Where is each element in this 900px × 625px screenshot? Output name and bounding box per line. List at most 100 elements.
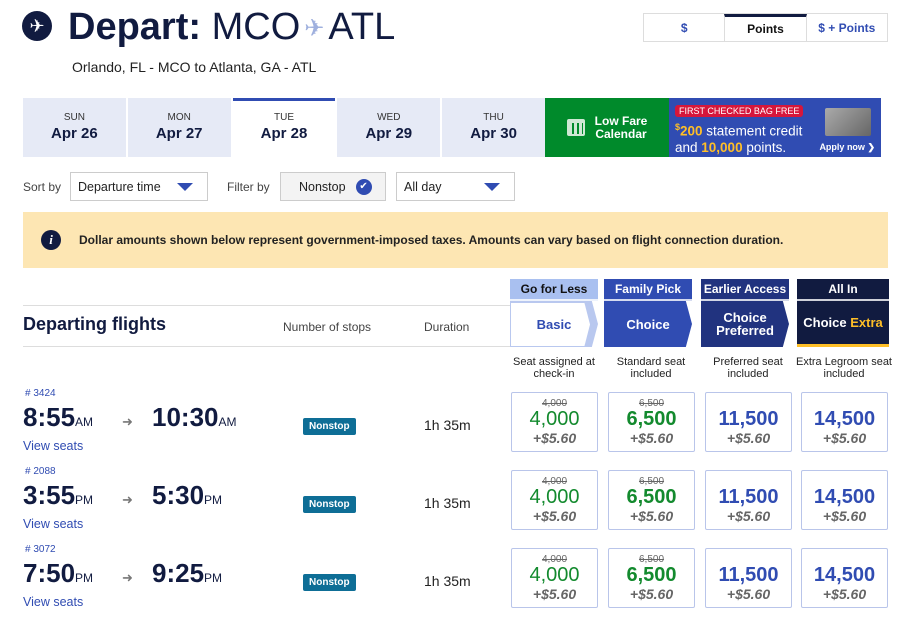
- arrival-time: 9:25PM: [152, 558, 222, 589]
- view-seats-link[interactable]: View seats: [23, 439, 84, 453]
- fare-price-button[interactable]: 14,500 +$5.60: [801, 548, 888, 608]
- points-price: 11,500: [718, 564, 779, 586]
- currency-points[interactable]: Points: [724, 14, 807, 41]
- sort-select[interactable]: Departure time: [70, 172, 208, 201]
- currency-toggle: $ Points $ + Points: [643, 13, 888, 42]
- fare-price-button[interactable]: 11,500 +$5.60: [705, 392, 792, 452]
- points-price: 11,500: [718, 486, 779, 508]
- credit-card-image: [825, 108, 871, 136]
- low-fare-calendar-button[interactable]: Low Fare Calendar: [545, 98, 669, 157]
- points-price: 4,000: [529, 486, 580, 508]
- fare-tagline: Go for Less: [510, 279, 598, 301]
- duration: 1h 35m: [424, 495, 471, 511]
- time-filter-select[interactable]: All day: [396, 172, 515, 201]
- fare-price-button[interactable]: 4,000 4,000 +$5.60: [511, 548, 598, 608]
- ad-text: statement credit: [702, 123, 803, 139]
- flight-number: # 2088: [25, 466, 56, 477]
- nonstop-filter[interactable]: Nonstop ✔: [280, 172, 386, 201]
- fare-header-choice-preferred: Earlier Access Choice Preferred: [701, 279, 789, 347]
- check-icon: ✔: [355, 178, 372, 195]
- ad-text: points.: [742, 139, 787, 155]
- low-fare-line2: Calendar: [595, 126, 647, 141]
- credit-card-ad[interactable]: FIRST CHECKED BAG FREE $200 statement cr…: [669, 98, 881, 157]
- info-icon: i: [41, 230, 61, 250]
- arr-time: 10:30: [152, 402, 219, 432]
- destination-code: ATL: [328, 6, 396, 48]
- fare-price-button[interactable]: 6,500 6,500 +$5.60: [608, 392, 695, 452]
- points-price: 14,500: [813, 486, 876, 508]
- points-price: 11,500: [718, 408, 779, 430]
- departure-time: 7:50PM: [23, 558, 93, 589]
- fare-price-button[interactable]: 11,500 +$5.60: [705, 548, 792, 608]
- apply-now-label: Apply now: [819, 142, 865, 152]
- tax-amount: +$5.60: [822, 508, 867, 524]
- fare-price-button[interactable]: 4,000 4,000 +$5.60: [511, 392, 598, 452]
- flight-number: # 3424: [25, 388, 56, 399]
- original-price: 4,000: [541, 476, 568, 487]
- date-day: THU: [483, 112, 504, 123]
- fare-price-button[interactable]: 14,500 +$5.60: [801, 392, 888, 452]
- date-label: Apr 26: [51, 125, 98, 142]
- fare-name: Choice Preferred: [701, 301, 789, 347]
- divider: [23, 346, 510, 347]
- ad-points: 10,000: [701, 139, 743, 155]
- currency-dollars-points[interactable]: $ + Points: [818, 20, 876, 35]
- fare-price-button[interactable]: 4,000 4,000 +$5.60: [511, 470, 598, 530]
- nonstop-label: Nonstop: [299, 179, 346, 194]
- apply-now-link[interactable]: Apply now ❯: [819, 142, 875, 153]
- date-day: TUE: [273, 112, 294, 123]
- view-seats-link[interactable]: View seats: [23, 595, 84, 609]
- arrival-time: 5:30PM: [152, 480, 222, 511]
- tax-amount: +$5.60: [629, 430, 674, 446]
- points-price: 4,000: [529, 564, 580, 586]
- fare-price-button[interactable]: 6,500 6,500 +$5.60: [608, 470, 695, 530]
- view-seats-link[interactable]: View seats: [23, 517, 84, 531]
- arr-ampm: AM: [218, 415, 237, 429]
- plane-arrow-icon: ✈: [304, 15, 325, 43]
- date-label: Apr 28: [260, 125, 308, 142]
- tax-amount: +$5.60: [532, 508, 577, 524]
- title-depart: Depart:: [68, 6, 202, 48]
- arrow-right-icon: ➜: [122, 414, 133, 429]
- tax-amount: +$5.60: [822, 586, 867, 602]
- fare-name: Choice: [803, 315, 847, 330]
- date-tab[interactable]: THU Apr 30: [442, 98, 545, 157]
- points-price: 6,500: [626, 564, 677, 586]
- date-label: Apr 30: [470, 125, 517, 142]
- date-tab[interactable]: SUN Apr 26: [23, 98, 126, 157]
- tax-amount: +$5.60: [822, 430, 867, 446]
- fare-name: Basic: [536, 316, 572, 332]
- date-day: SUN: [63, 112, 85, 123]
- points-price: 6,500: [626, 486, 677, 508]
- date-tab-selected[interactable]: TUE Apr 28: [232, 98, 336, 157]
- fare-price-button[interactable]: 14,500 +$5.60: [801, 470, 888, 530]
- ad-tag: FIRST CHECKED BAG FREE: [675, 105, 804, 117]
- original-price: 6,500: [638, 398, 665, 409]
- fare-price-button[interactable]: 6,500 6,500 +$5.60: [608, 548, 695, 608]
- divider: [23, 305, 510, 306]
- fare-name-extra: Extra: [850, 315, 883, 330]
- departure-time: 8:55AM: [23, 402, 93, 433]
- currency-dollars[interactable]: $: [680, 20, 688, 35]
- points-price: 14,500: [813, 408, 876, 430]
- dep-time: 8:55: [23, 402, 76, 432]
- date-tab[interactable]: WED Apr 29: [337, 98, 441, 157]
- tax-amount: +$5.60: [629, 586, 674, 602]
- departure-time: 3:55PM: [23, 480, 93, 511]
- dep-ampm: AM: [75, 415, 94, 429]
- date-day: MON: [167, 112, 191, 123]
- dep-time: 3:55: [23, 480, 76, 510]
- calendar-icon: [566, 119, 585, 136]
- date-selector: SUN Apr 26 MON Apr 27 TUE Apr 28 WED Apr 29 …: [23, 98, 545, 157]
- low-fare-line1: Low Fare: [594, 113, 648, 128]
- date-tab[interactable]: MON Apr 27: [127, 98, 231, 157]
- original-price: 4,000: [541, 554, 568, 565]
- sort-value: Departure time: [78, 179, 161, 194]
- nonstop-badge: Nonstop: [303, 496, 356, 513]
- date-label: Apr 29: [365, 125, 413, 142]
- flight-number: # 3072: [25, 544, 56, 555]
- fare-price-button[interactable]: 11,500 +$5.60: [705, 470, 792, 530]
- ad-text: and: [675, 139, 702, 155]
- tax-amount: +$5.60: [726, 508, 771, 524]
- fare-name: Choice: [604, 301, 692, 347]
